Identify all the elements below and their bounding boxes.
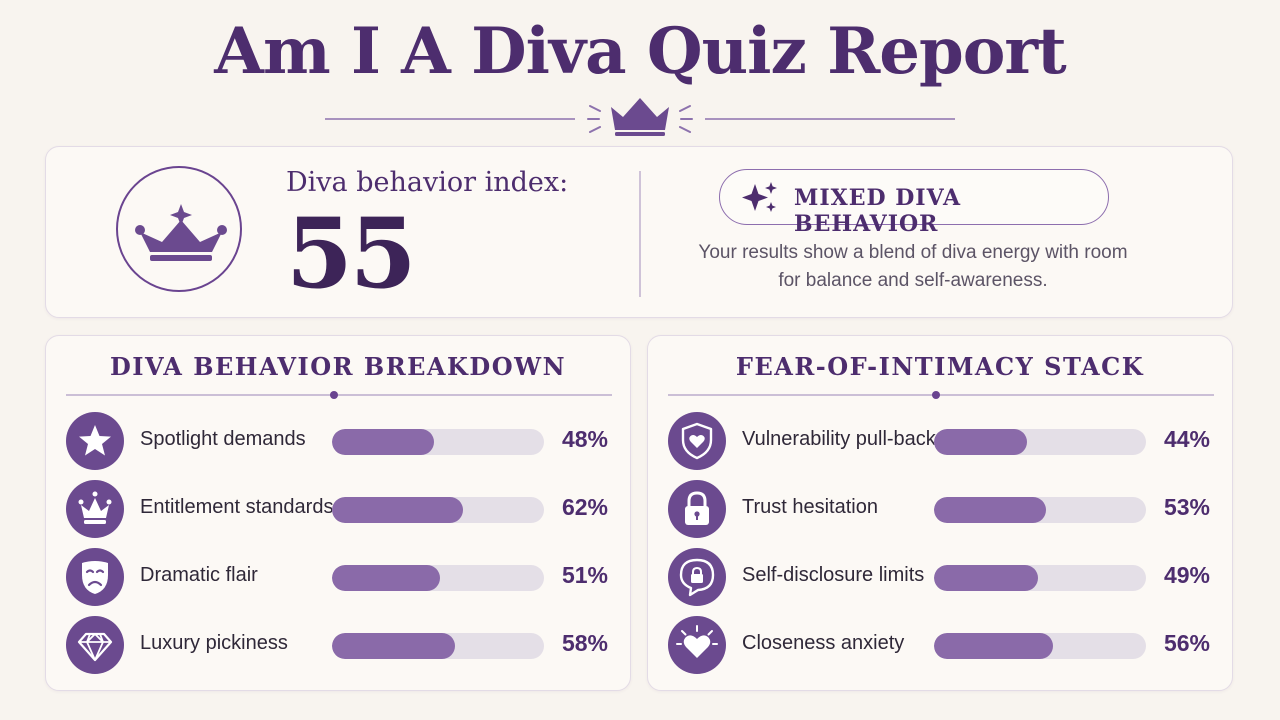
progress-bar-fill bbox=[332, 429, 434, 455]
progress-bar-fill bbox=[934, 633, 1053, 659]
metric-label: Luxury pickiness bbox=[140, 632, 288, 654]
metric-row: Entitlement standards 62% bbox=[66, 478, 612, 538]
progress-bar bbox=[332, 633, 544, 659]
theater-mask-icon bbox=[66, 548, 124, 606]
metric-row: Closeness anxiety 56% bbox=[668, 614, 1214, 674]
diva-breakdown-panel: DIVA BEHAVIOR BREAKDOWN Spotlight demand… bbox=[45, 335, 631, 691]
panel-divider bbox=[66, 394, 612, 396]
metric-row: Luxury pickiness 58% bbox=[66, 614, 612, 674]
metric-row: Self-disclosure limits 49% bbox=[668, 546, 1214, 606]
shield-heart-icon bbox=[668, 412, 726, 470]
progress-bar-fill bbox=[934, 429, 1028, 455]
diamond-icon bbox=[66, 616, 124, 674]
title-crown-ornament-icon bbox=[325, 98, 955, 136]
score-card: Diva behavior index: 55 MIXED DIVA BEHAV… bbox=[45, 146, 1233, 318]
progress-bar-fill bbox=[934, 565, 1038, 591]
category-badge: MIXED DIVA BEHAVIOR bbox=[719, 169, 1109, 237]
progress-bar bbox=[934, 497, 1146, 523]
crown-icon bbox=[135, 204, 227, 261]
progress-bar-fill bbox=[332, 633, 455, 659]
metric-percent: 49% bbox=[1163, 562, 1210, 588]
sparkles-icon bbox=[742, 182, 777, 212]
progress-bar bbox=[934, 429, 1146, 455]
progress-bar bbox=[934, 565, 1146, 591]
heart-sparkle-icon bbox=[668, 616, 726, 674]
crown-emblem bbox=[116, 166, 242, 292]
metric-row: Vulnerability pull-back 44% bbox=[668, 410, 1214, 470]
metric-row: Trust hesitation 53% bbox=[668, 478, 1214, 538]
index-value: 55 bbox=[286, 197, 417, 310]
metric-percent: 62% bbox=[561, 494, 608, 520]
metric-percent: 53% bbox=[1163, 494, 1210, 520]
panel-title: DIVA BEHAVIOR BREAKDOWN bbox=[109, 352, 567, 381]
metric-percent: 56% bbox=[1163, 630, 1210, 656]
page-title: Am I A Diva Quiz Report bbox=[214, 14, 1066, 89]
star-icon bbox=[66, 412, 124, 470]
metric-label: Vulnerability pull-back bbox=[742, 428, 936, 450]
metric-percent: 44% bbox=[1163, 426, 1210, 452]
metric-percent: 58% bbox=[561, 630, 608, 656]
crown-icon bbox=[66, 480, 124, 538]
progress-bar bbox=[332, 497, 544, 523]
metric-percent: 51% bbox=[561, 562, 608, 588]
divider-dot bbox=[932, 391, 940, 399]
result-summary: Your results show a blend of diva energy… bbox=[698, 242, 1128, 291]
metric-label: Self-disclosure limits bbox=[742, 564, 925, 586]
metric-label: Spotlight demands bbox=[140, 428, 306, 450]
progress-bar-fill bbox=[934, 497, 1047, 523]
category-badge-label: MIXED DIVA BEHAVIOR bbox=[794, 185, 962, 237]
metric-label: Dramatic flair bbox=[140, 564, 258, 586]
divider-dot bbox=[330, 391, 338, 399]
metric-label: Trust hesitation bbox=[742, 496, 878, 518]
progress-bar bbox=[934, 633, 1146, 659]
metric-label: Entitlement standards bbox=[140, 496, 334, 518]
intimacy-stack-panel: FEAR-OF-INTIMACY STACK Vulnerability pul… bbox=[647, 335, 1233, 691]
progress-bar bbox=[332, 429, 544, 455]
metric-row: Dramatic flair 51% bbox=[66, 546, 612, 606]
metric-row: Spotlight demands 48% bbox=[66, 410, 612, 470]
panel-title: FEAR-OF-INTIMACY STACK bbox=[735, 352, 1145, 381]
padlock-icon bbox=[668, 480, 726, 538]
index-label: Diva behavior index: bbox=[286, 167, 569, 198]
progress-bar bbox=[332, 565, 544, 591]
panel-divider bbox=[668, 394, 1214, 396]
metric-percent: 48% bbox=[561, 426, 608, 452]
divider bbox=[639, 171, 641, 297]
speech-bubble-lock-icon bbox=[668, 548, 726, 606]
progress-bar-fill bbox=[332, 565, 441, 591]
progress-bar-fill bbox=[332, 497, 464, 523]
metric-label: Closeness anxiety bbox=[742, 632, 905, 654]
